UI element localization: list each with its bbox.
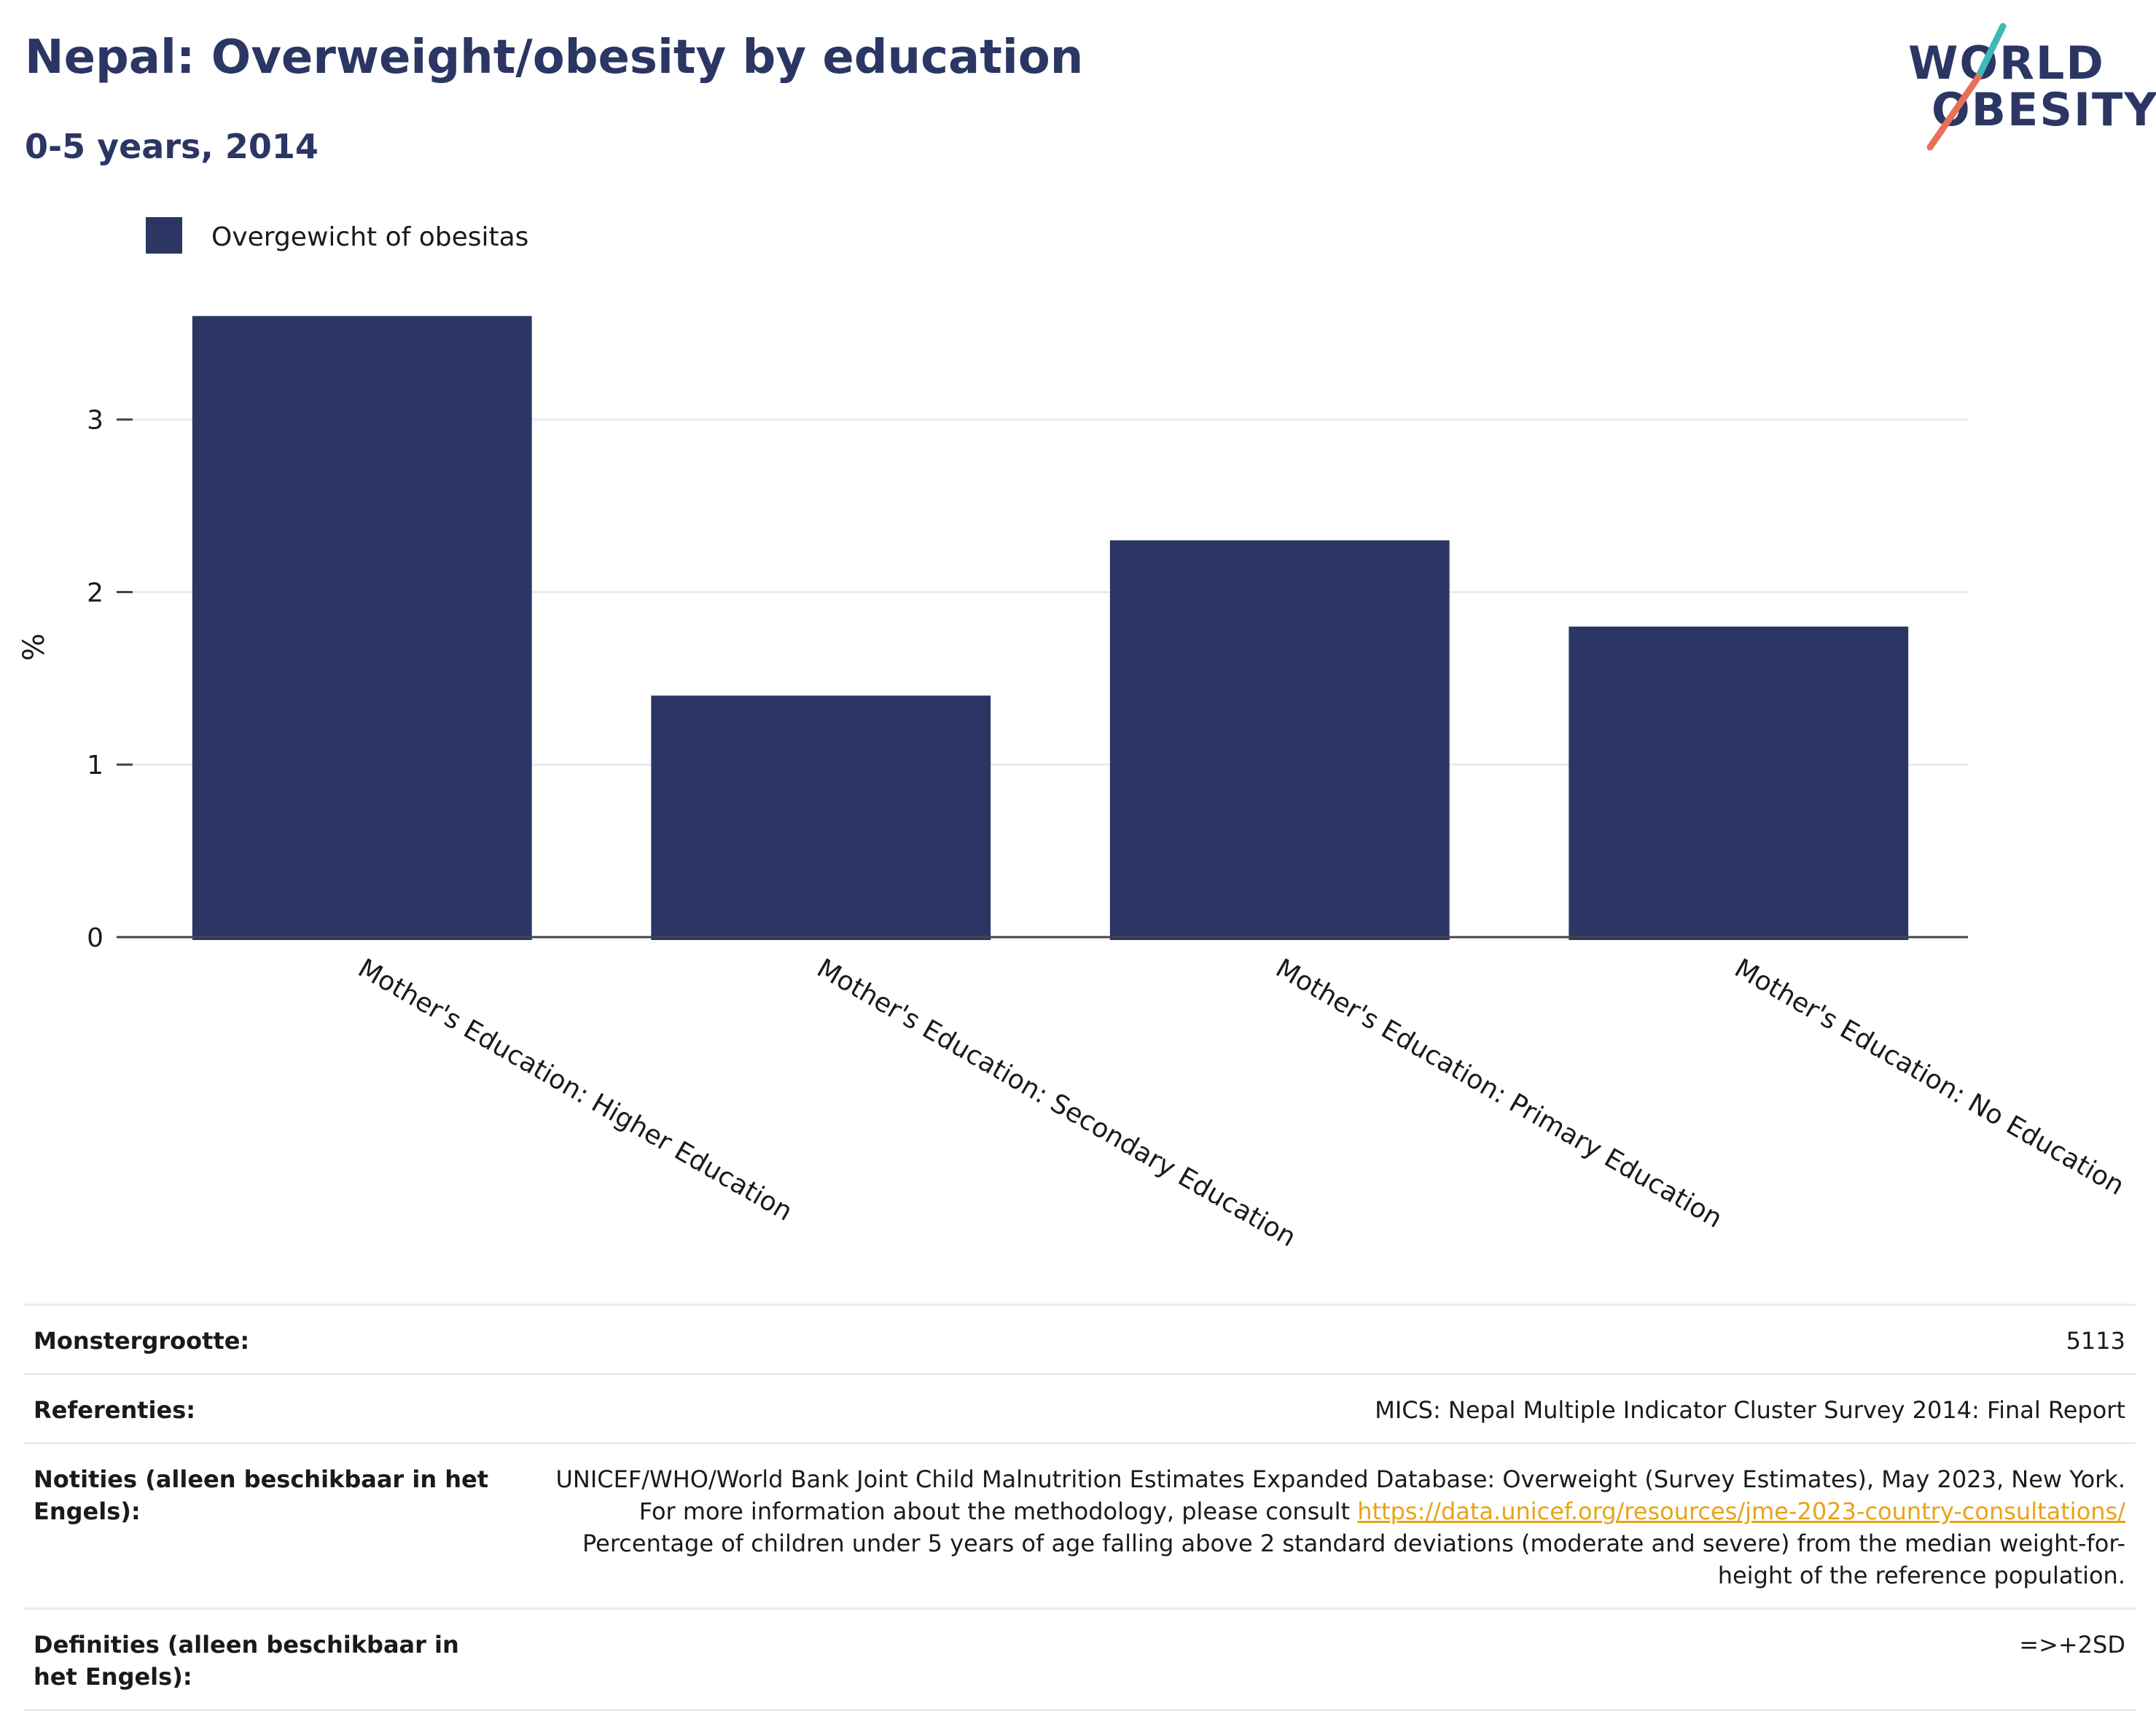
x-tick-label: Mother's Education: Primary Education bbox=[1270, 953, 1727, 1234]
bar bbox=[1109, 540, 1450, 940]
logo-slash-icon bbox=[1926, 23, 2007, 151]
bar bbox=[192, 316, 532, 940]
y-tick-label: 0 bbox=[87, 923, 103, 953]
x-axis-tick-labels: Mother's Education: Higher Education Moth… bbox=[353, 953, 2129, 1253]
x-tick-label: Mother's Education: Higher Education bbox=[353, 953, 797, 1227]
info-label: Referenties: bbox=[34, 1396, 196, 1424]
logo-text-world: WORLD bbox=[1908, 36, 2105, 90]
info-value: MICS: Nepal Multiple Indicator Cluster S… bbox=[1375, 1396, 2125, 1424]
info-label: Monstergrootte: bbox=[34, 1327, 250, 1355]
legend-swatch bbox=[146, 217, 182, 254]
y-axis-label: % bbox=[17, 633, 51, 661]
info-row-definitions: Definities (alleen beschikbaar in het En… bbox=[23, 1608, 2136, 1711]
bars bbox=[192, 316, 1909, 940]
y-tick-label: 1 bbox=[87, 751, 103, 780]
notes-definition-text: Percentage of children under 5 years of … bbox=[582, 1530, 2125, 1589]
info-value: UNICEF/WHO/World Bank Joint Child Malnut… bbox=[536, 1463, 2126, 1591]
methodology-link[interactable]: https://data.unicef.org/resources/jme-20… bbox=[1357, 1497, 2125, 1525]
y-tick-label: 3 bbox=[87, 406, 103, 436]
y-tick-label: 2 bbox=[87, 578, 103, 608]
legend-label: Overgewicht of obesitas bbox=[211, 222, 528, 252]
world-obesity-logo: WORLD OBESITY bbox=[1902, 22, 2156, 153]
info-value: =>+2SD bbox=[2019, 1631, 2125, 1659]
info-value: 5113 bbox=[2066, 1327, 2125, 1355]
chart-subtitle: 0-5 years, 2014 bbox=[25, 127, 319, 166]
info-label: Notities (alleen beschikbaar in het Enge… bbox=[34, 1465, 489, 1525]
notes-text: UNICEF/WHO/World Bank Joint Child Malnut… bbox=[555, 1465, 2126, 1525]
chart-title: Nepal: Overweight/obesity by education bbox=[25, 31, 1084, 85]
info-row-sample-size: Monstergrootte: 5113 bbox=[23, 1304, 2136, 1373]
info-table: Monstergrootte: 5113 Referenties: MICS: … bbox=[23, 1304, 2136, 1711]
x-tick-label: Mother's Education: No Education bbox=[1730, 953, 2129, 1201]
bar bbox=[1569, 626, 1909, 940]
x-tick-label: Mother's Education: Secondary Education bbox=[812, 953, 1301, 1253]
chart-legend: Overgewicht of obesitas bbox=[146, 217, 528, 254]
info-row-references: Referenties: MICS: Nepal Multiple Indica… bbox=[23, 1373, 2136, 1442]
info-row-notes: Notities (alleen beschikbaar in het Enge… bbox=[23, 1442, 2136, 1608]
bar bbox=[651, 695, 991, 940]
bar-chart: Overgewicht of obesitas 0 1 2 3 Mother's Ed… bbox=[17, 217, 2129, 1253]
y-axis-ticks: 0 1 2 3 bbox=[87, 406, 133, 953]
info-label: Definities (alleen beschikbaar in het En… bbox=[34, 1631, 459, 1691]
